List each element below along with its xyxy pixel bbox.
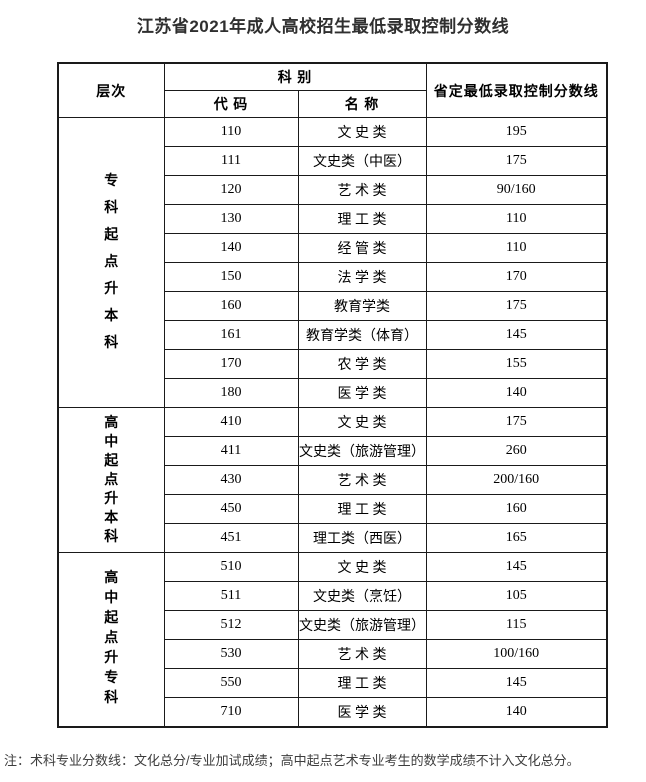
score-cell: 145 xyxy=(425,668,608,698)
name-cell: 文 史 类 xyxy=(297,552,427,582)
code-cell: 110 xyxy=(163,117,299,147)
score-cell: 260 xyxy=(425,436,608,466)
name-cell: 艺 术 类 xyxy=(297,465,427,495)
header-category: 科 别 xyxy=(163,62,427,91)
name-cell: 艺 术 类 xyxy=(297,175,427,205)
score-cell: 175 xyxy=(425,146,608,176)
name-cell: 文史类（烹饪） xyxy=(297,581,427,611)
score-cell: 140 xyxy=(425,697,608,727)
table-row: 111 文史类（中医） 175 xyxy=(58,146,608,176)
score-cell: 160 xyxy=(425,494,608,524)
table-row: 120 艺 术 类 90/160 xyxy=(58,175,608,205)
code-cell: 111 xyxy=(163,146,299,176)
name-cell: 文史类（旅游管理） xyxy=(297,610,427,640)
name-cell: 医 学 类 xyxy=(297,378,427,408)
score-cell: 100/160 xyxy=(425,639,608,669)
name-cell: 医 学 类 xyxy=(297,697,427,727)
table-header-row-1: 层次 科 别 省定最低录取控制分数线 xyxy=(57,62,608,118)
score-cell: 90/160 xyxy=(425,175,608,205)
code-cell: 140 xyxy=(163,233,299,263)
code-cell: 150 xyxy=(163,262,299,292)
score-cell: 140 xyxy=(425,378,608,408)
table-row: 130 理 工 类 110 xyxy=(58,204,608,234)
code-cell: 710 xyxy=(163,697,299,727)
level-cell-group-3: 高中起点升专科 xyxy=(57,552,165,727)
score-cell: 175 xyxy=(425,407,608,437)
code-cell: 170 xyxy=(163,349,299,379)
table-row: 140 经 管 类 110 xyxy=(58,233,608,263)
code-cell: 120 xyxy=(163,175,299,205)
table-header-row-2: 代 码 名 称 xyxy=(58,90,607,118)
table-row: 160 教育学类 175 xyxy=(58,291,608,321)
level-label: 高中起点升本科 xyxy=(104,415,119,545)
table-row: 511 文史类（烹饪） 105 xyxy=(58,581,608,611)
table-row: 170 农 学 类 155 xyxy=(58,349,608,379)
code-cell: 510 xyxy=(163,552,299,582)
table-row: 180 医 学 类 140 xyxy=(58,378,608,408)
table-row: 710 医 学 类 140 xyxy=(58,697,608,727)
score-cell: 115 xyxy=(425,610,608,640)
score-table: 层次 科 别 省定最低录取控制分数线 代 码 名 称 专科起点升本科 110 文… xyxy=(57,62,608,728)
name-cell: 法 学 类 xyxy=(297,262,427,292)
level-cell-group-2: 高中起点升本科 xyxy=(57,407,165,553)
code-cell: 512 xyxy=(163,610,299,640)
code-cell: 411 xyxy=(163,436,299,466)
name-cell: 农 学 类 xyxy=(297,349,427,379)
name-cell: 理 工 类 xyxy=(297,668,427,698)
score-cell: 145 xyxy=(425,552,608,582)
score-cell: 110 xyxy=(425,233,608,263)
code-cell: 451 xyxy=(163,523,299,553)
code-cell: 161 xyxy=(163,320,299,350)
name-cell: 理 工 类 xyxy=(297,204,427,234)
score-cell: 175 xyxy=(425,291,608,321)
score-cell: 170 xyxy=(425,262,608,292)
name-cell: 理工类（西医） xyxy=(297,523,427,553)
code-cell: 450 xyxy=(163,494,299,524)
header-name: 名 称 xyxy=(297,90,427,118)
score-cell: 165 xyxy=(425,523,608,553)
score-cell: 105 xyxy=(425,581,608,611)
code-cell: 530 xyxy=(163,639,299,669)
footnote: 注：术科专业分数线：文化总分/专业加试成绩；高中起点艺术专业考生的数学成绩不计入… xyxy=(4,753,580,768)
code-cell: 410 xyxy=(163,407,299,437)
level-label: 高中起点升专科 xyxy=(104,571,119,707)
table-row: 专科起点升本科 110 文 史 类 195 xyxy=(57,117,608,408)
header-code: 代 码 xyxy=(163,90,299,118)
name-cell: 文 史 类 xyxy=(297,407,427,437)
name-cell: 理 工 类 xyxy=(297,494,427,524)
table-row: 高中起点升本科 410 文 史 类 175 xyxy=(57,407,608,553)
level-cell-group-1: 专科起点升本科 xyxy=(57,117,165,408)
name-cell: 文史类（旅游管理） xyxy=(297,436,427,466)
table-row: 高中起点升专科 510 文 史 类 145 xyxy=(57,552,608,727)
code-cell: 550 xyxy=(163,668,299,698)
code-cell: 430 xyxy=(163,465,299,495)
table-row: 411 文史类（旅游管理） 260 xyxy=(58,436,608,466)
score-cell: 145 xyxy=(425,320,608,350)
name-cell: 文史类（中医） xyxy=(297,146,427,176)
page-title: 江苏省2021年成人高校招生最低录取控制分数线 xyxy=(136,17,510,36)
name-cell: 教育学类（体育） xyxy=(297,320,427,350)
name-cell: 经 管 类 xyxy=(297,233,427,263)
table-row: 150 法 学 类 170 xyxy=(58,262,608,292)
name-cell: 文 史 类 xyxy=(297,117,427,147)
table-row: 512 文史类（旅游管理） 115 xyxy=(58,610,608,640)
code-cell: 511 xyxy=(163,581,299,611)
score-cell: 195 xyxy=(425,117,608,147)
table-row: 161 教育学类（体育） 145 xyxy=(58,320,608,350)
name-cell: 艺 术 类 xyxy=(297,639,427,669)
score-cell: 155 xyxy=(425,349,608,379)
code-cell: 130 xyxy=(163,204,299,234)
table-row: 550 理 工 类 145 xyxy=(58,668,608,698)
code-cell: 180 xyxy=(163,378,299,408)
level-label: 专科起点升本科 xyxy=(104,174,119,351)
code-cell: 160 xyxy=(163,291,299,321)
header-score: 省定最低录取控制分数线 xyxy=(425,62,608,118)
header-level: 层次 xyxy=(57,62,165,118)
score-cell: 200/160 xyxy=(425,465,608,495)
score-cell: 110 xyxy=(425,204,608,234)
name-cell: 教育学类 xyxy=(297,291,427,321)
